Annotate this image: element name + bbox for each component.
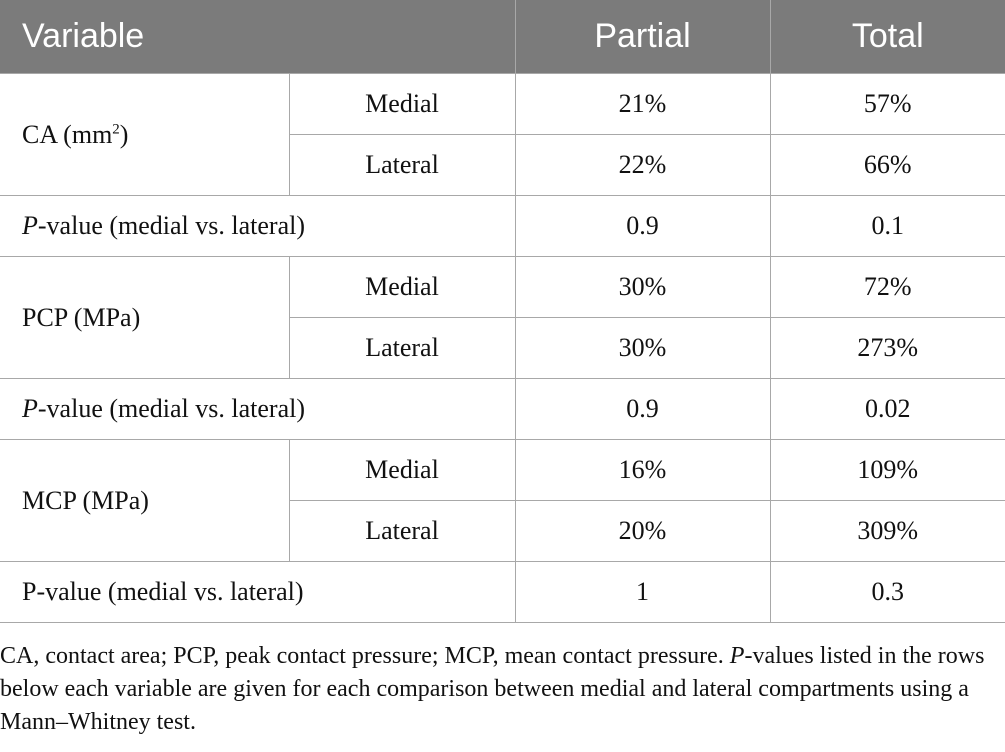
total-pvalue: 0.1	[769, 195, 1005, 257]
footnote-part2: -values listed in the rows below each va…	[0, 643, 985, 735]
total-value: 66%	[769, 134, 1005, 196]
sub-label: Medial	[288, 439, 516, 501]
results-table: Variable Partial Total CA (mm2) Medial 2…	[0, 0, 1005, 623]
variable-label-mcp: MCP (MPa)	[0, 439, 290, 562]
partial-value: 16%	[514, 439, 771, 501]
header-variable: Variable	[0, 0, 516, 74]
total-value: 109%	[769, 439, 1005, 501]
pvalue-label: P-value (medial vs. lateral)	[0, 195, 516, 257]
table-row: CA (mm2) Medial 21% 57%	[0, 73, 1005, 196]
header-partial: Partial	[515, 0, 771, 74]
table-footnote: CA, contact area; PCP, peak contact pres…	[0, 640, 1000, 739]
pvalue-row: P-value (medial vs. lateral) 0.9 0.1	[0, 195, 1005, 257]
partial-pvalue: 0.9	[514, 378, 771, 440]
total-value: 309%	[769, 500, 1005, 562]
header-total: Total	[770, 0, 1005, 74]
pvalue-label: P-value (medial vs. lateral)	[0, 378, 516, 440]
sub-label: Lateral	[289, 500, 516, 562]
total-pvalue: 0.3	[769, 561, 1005, 623]
sub-label: Medial	[288, 256, 516, 318]
table-row: MCP (MPa) Medial 16% 109%	[0, 439, 1005, 562]
total-value: 273%	[769, 317, 1005, 379]
pvalue-row: P-value (medial vs. lateral) 0.9 0.02	[0, 378, 1005, 440]
table-row: PCP (MPa) Medial 30% 72%	[0, 256, 1005, 379]
sub-label: Lateral	[289, 317, 516, 379]
partial-pvalue: 1	[514, 561, 771, 623]
partial-value: 30%	[514, 317, 771, 379]
partial-value: 21%	[514, 73, 771, 135]
footnote-p-italic: P	[729, 643, 745, 669]
total-value: 72%	[769, 256, 1005, 318]
partial-value: 20%	[514, 500, 771, 562]
partial-pvalue: 0.9	[514, 195, 771, 257]
total-pvalue: 0.02	[769, 378, 1005, 440]
sub-label: Medial	[288, 73, 516, 135]
partial-value: 22%	[514, 134, 771, 196]
partial-value: 30%	[514, 256, 771, 318]
table-row: Lateral 30% 273%	[0, 317, 1005, 379]
total-value: 57%	[769, 73, 1005, 135]
pvalue-row: P-value (medial vs. lateral) 1 0.3	[0, 561, 1005, 623]
pvalue-label: P-value (medial vs. lateral)	[0, 561, 516, 623]
table-row: Lateral 22% 66%	[0, 134, 1005, 196]
header-row: Variable Partial Total	[0, 0, 1005, 74]
sub-label: Lateral	[289, 134, 516, 196]
variable-label-pcp: PCP (MPa)	[0, 256, 290, 379]
footnote-part1: CA, contact area; PCP, peak contact pres…	[0, 643, 730, 669]
variable-label-ca: CA (mm2)	[0, 73, 290, 196]
